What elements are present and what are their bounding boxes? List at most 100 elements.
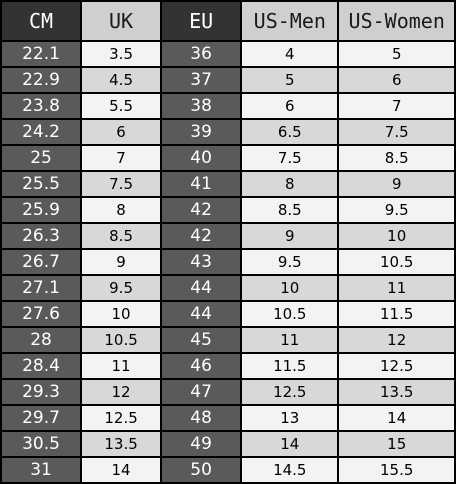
cell-uk: 7.5 <box>80 170 163 198</box>
cell-uk: 9.5 <box>80 274 163 302</box>
table-row: 26.7 9 43 9.5 10.5 <box>0 248 456 276</box>
table-row: 22.1 3.5 36 4 5 <box>0 40 456 68</box>
cell-eu: 44 <box>160 274 243 302</box>
table-row: 25.9 8 42 8.5 9.5 <box>0 196 456 224</box>
cell-uk: 6 <box>80 118 163 146</box>
cell-us-men: 6 <box>240 92 340 120</box>
cell-us-men: 10.5 <box>240 300 340 328</box>
cell-us-men: 13 <box>240 404 340 432</box>
cell-uk: 11 <box>80 352 163 380</box>
cell-cm: 22.1 <box>0 40 83 68</box>
cell-uk: 12 <box>80 378 163 406</box>
cell-eu: 45 <box>160 326 243 354</box>
cell-us-women: 14 <box>337 404 456 432</box>
cell-uk: 7 <box>80 144 163 172</box>
cell-uk: 5.5 <box>80 92 163 120</box>
cell-us-women: 13.5 <box>337 378 456 406</box>
cell-cm: 30.5 <box>0 430 83 458</box>
cell-eu: 44 <box>160 300 243 328</box>
cell-us-men: 8 <box>240 170 340 198</box>
cell-cm: 22.9 <box>0 66 83 94</box>
table-row: 28 10.5 45 11 12 <box>0 326 456 354</box>
cell-us-men: 9 <box>240 222 340 250</box>
cell-cm: 25.9 <box>0 196 83 224</box>
table-row: 29.3 12 47 12.5 13.5 <box>0 378 456 406</box>
cell-us-women: 9 <box>337 170 456 198</box>
cell-us-women: 9.5 <box>337 196 456 224</box>
table-row: 30.5 13.5 49 14 15 <box>0 430 456 458</box>
cell-eu: 49 <box>160 430 243 458</box>
cell-us-men: 6.5 <box>240 118 340 146</box>
header-row: CM UK EU US-Men US-Women <box>0 0 456 42</box>
table-row: 25 7 40 7.5 8.5 <box>0 144 456 172</box>
cell-us-men: 8.5 <box>240 196 340 224</box>
cell-eu: 43 <box>160 248 243 276</box>
cell-us-men: 4 <box>240 40 340 68</box>
cell-eu: 50 <box>160 456 243 484</box>
cell-cm: 28.4 <box>0 352 83 380</box>
table-header: CM UK EU US-Men US-Women <box>0 0 456 42</box>
cell-us-women: 10 <box>337 222 456 250</box>
cell-cm: 25 <box>0 144 83 172</box>
cell-uk: 10.5 <box>80 326 163 354</box>
cell-us-women: 12 <box>337 326 456 354</box>
cell-us-men: 14 <box>240 430 340 458</box>
cell-us-men: 12.5 <box>240 378 340 406</box>
cell-us-women: 10.5 <box>337 248 456 276</box>
cell-uk: 13.5 <box>80 430 163 458</box>
cell-eu: 46 <box>160 352 243 380</box>
cell-us-men: 11.5 <box>240 352 340 380</box>
cell-eu: 42 <box>160 196 243 224</box>
cell-eu: 36 <box>160 40 243 68</box>
cell-cm: 29.3 <box>0 378 83 406</box>
cell-cm: 31 <box>0 456 83 484</box>
cell-us-women: 15.5 <box>337 456 456 484</box>
header-eu: EU <box>160 0 243 42</box>
cell-us-women: 7.5 <box>337 118 456 146</box>
cell-uk: 9 <box>80 248 163 276</box>
cell-cm: 28 <box>0 326 83 354</box>
cell-us-women: 12.5 <box>337 352 456 380</box>
table-row: 22.9 4.5 37 5 6 <box>0 66 456 94</box>
cell-uk: 8 <box>80 196 163 224</box>
cell-eu: 37 <box>160 66 243 94</box>
cell-us-men: 7.5 <box>240 144 340 172</box>
cell-us-men: 9.5 <box>240 248 340 276</box>
table-row: 24.2 6 39 6.5 7.5 <box>0 118 456 146</box>
cell-cm: 24.2 <box>0 118 83 146</box>
table-row: 27.6 10 44 10.5 11.5 <box>0 300 456 328</box>
cell-us-women: 11.5 <box>337 300 456 328</box>
cell-uk: 3.5 <box>80 40 163 68</box>
cell-uk: 10 <box>80 300 163 328</box>
cell-cm: 26.7 <box>0 248 83 276</box>
cell-us-men: 10 <box>240 274 340 302</box>
cell-uk: 4.5 <box>80 66 163 94</box>
cell-eu: 48 <box>160 404 243 432</box>
cell-us-women: 7 <box>337 92 456 120</box>
cell-cm: 26.3 <box>0 222 83 250</box>
cell-cm: 23.8 <box>0 92 83 120</box>
cell-us-men: 11 <box>240 326 340 354</box>
cell-cm: 27.1 <box>0 274 83 302</box>
header-us-women: US-Women <box>337 0 456 42</box>
cell-cm: 29.7 <box>0 404 83 432</box>
cell-us-men: 5 <box>240 66 340 94</box>
table-row: 27.1 9.5 44 10 11 <box>0 274 456 302</box>
table-row: 23.8 5.5 38 6 7 <box>0 92 456 120</box>
cell-eu: 40 <box>160 144 243 172</box>
cell-eu: 39 <box>160 118 243 146</box>
cell-cm: 27.6 <box>0 300 83 328</box>
table-body: 22.1 3.5 36 4 5 22.9 4.5 37 5 6 23.8 5.5 38 6 7 24.2 6 39… <box>0 40 456 484</box>
cell-eu: 42 <box>160 222 243 250</box>
cell-us-men: 14.5 <box>240 456 340 484</box>
table-row: 26.3 8.5 42 9 10 <box>0 222 456 250</box>
cell-uk: 8.5 <box>80 222 163 250</box>
cell-eu: 47 <box>160 378 243 406</box>
cell-us-women: 15 <box>337 430 456 458</box>
cell-uk: 14 <box>80 456 163 484</box>
cell-us-women: 5 <box>337 40 456 68</box>
header-us-men: US-Men <box>240 0 340 42</box>
header-cm: CM <box>0 0 83 42</box>
cell-eu: 41 <box>160 170 243 198</box>
cell-uk: 12.5 <box>80 404 163 432</box>
